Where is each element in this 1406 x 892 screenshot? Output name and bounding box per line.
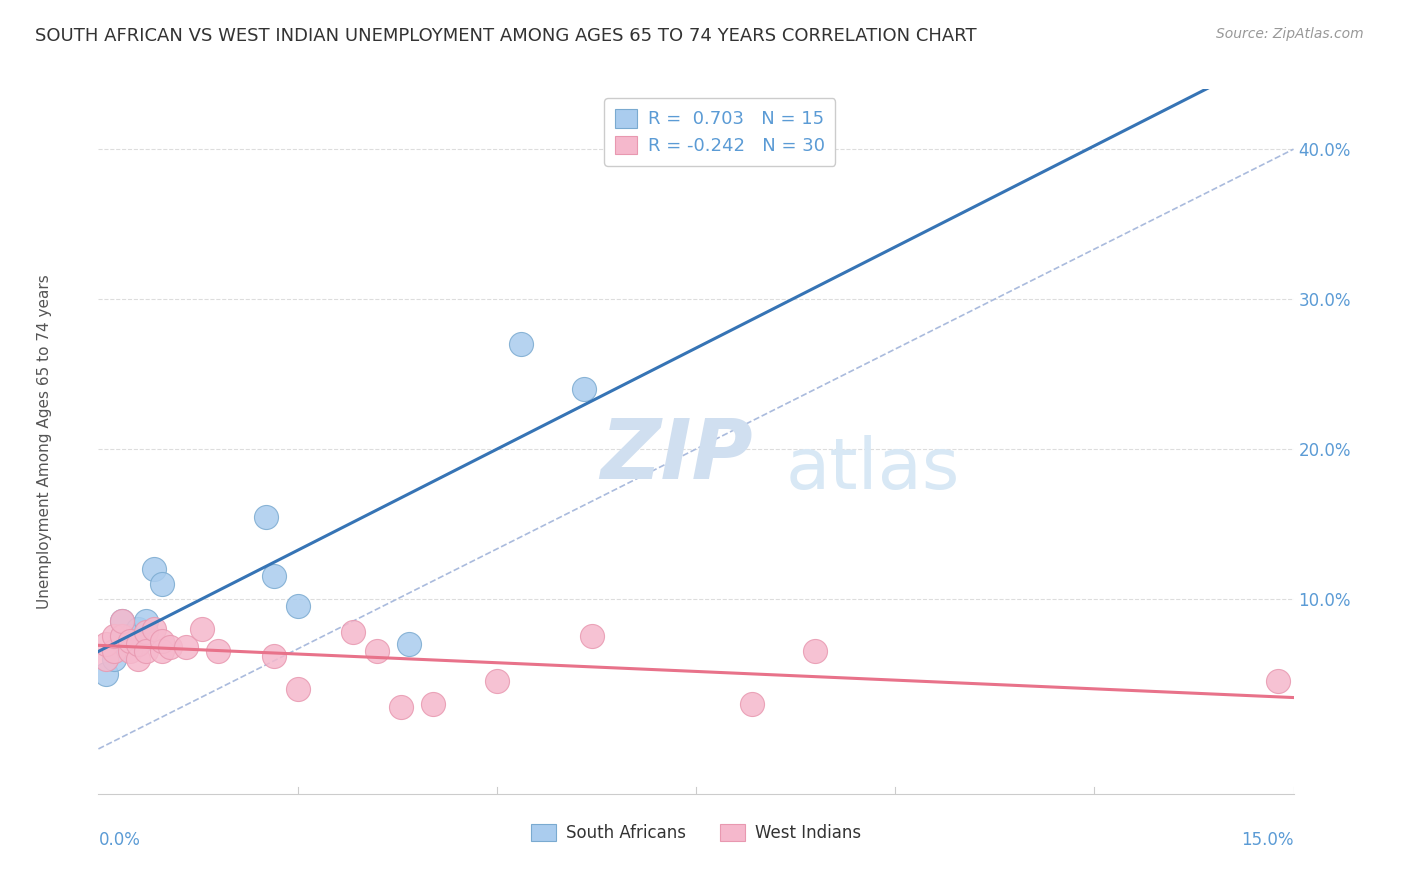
Point [135, 615, 157, 629]
Point [389, 700, 412, 714]
Text: 15.0%: 15.0% [1241, 831, 1294, 849]
Point [111, 630, 134, 644]
Point [150, 644, 173, 658]
Point [342, 624, 364, 639]
Point [366, 644, 388, 658]
Text: Source: ZipAtlas.com: Source: ZipAtlas.com [1216, 27, 1364, 41]
Point [581, 630, 603, 644]
Point [422, 697, 444, 711]
Point [103, 652, 125, 666]
Point [127, 622, 149, 636]
Point [127, 637, 149, 651]
Point [150, 634, 173, 648]
Point [96, 637, 118, 651]
Point [804, 644, 827, 658]
Point [96, 652, 118, 666]
Point [263, 569, 285, 583]
Point [111, 630, 134, 644]
Point [398, 637, 420, 651]
Point [135, 644, 157, 658]
Point [574, 382, 596, 396]
Point [103, 644, 125, 658]
Point [120, 630, 142, 644]
Point [127, 652, 149, 666]
Point [127, 637, 149, 651]
Text: ZIP: ZIP [600, 415, 754, 496]
Point [254, 509, 277, 524]
Point [111, 615, 134, 629]
Point [111, 615, 134, 629]
Point [143, 622, 166, 636]
Point [287, 681, 309, 696]
Point [263, 648, 285, 663]
Point [741, 697, 763, 711]
Point [191, 622, 214, 636]
Point [1267, 674, 1289, 689]
Text: atlas: atlas [786, 435, 960, 504]
Point [207, 644, 229, 658]
Point [120, 634, 142, 648]
Point [120, 644, 142, 658]
Point [135, 624, 157, 639]
Point [485, 674, 508, 689]
Point [174, 640, 197, 654]
Point [159, 640, 181, 654]
Point [143, 562, 166, 576]
Point [150, 577, 173, 591]
Text: Unemployment Among Ages 65 to 74 years: Unemployment Among Ages 65 to 74 years [37, 274, 52, 609]
Legend: South Africans, West Indians: South Africans, West Indians [524, 817, 868, 849]
Text: 0.0%: 0.0% [98, 831, 141, 849]
Point [96, 667, 118, 681]
Point [103, 630, 125, 644]
Text: SOUTH AFRICAN VS WEST INDIAN UNEMPLOYMENT AMONG AGES 65 TO 74 YEARS CORRELATION : SOUTH AFRICAN VS WEST INDIAN UNEMPLOYMEN… [35, 27, 977, 45]
Point [509, 337, 531, 351]
Point [287, 599, 309, 614]
